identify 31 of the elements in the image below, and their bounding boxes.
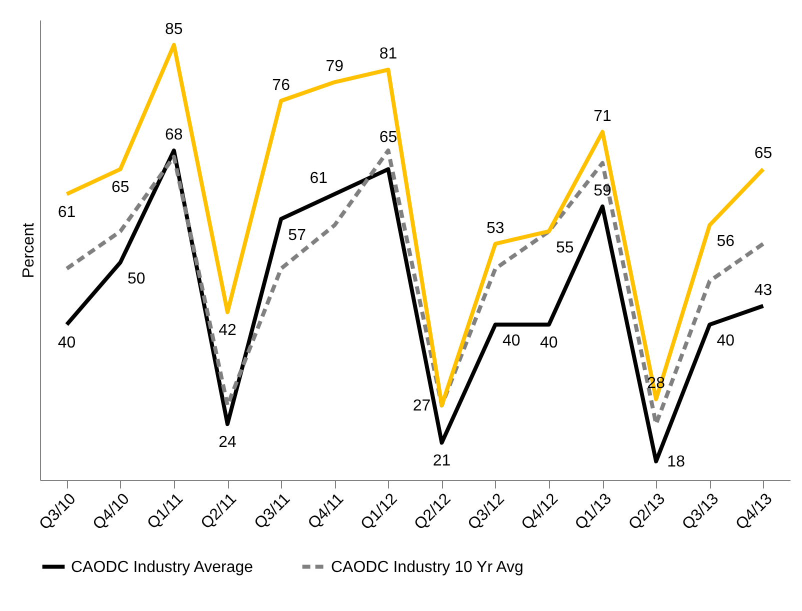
data-label: 76 xyxy=(272,76,290,94)
data-label: 85 xyxy=(165,20,183,38)
data-label: 43 xyxy=(754,282,772,299)
data-label: 81 xyxy=(379,46,398,63)
data-label: 24 xyxy=(218,434,236,452)
data-label: 28 xyxy=(647,375,666,392)
data-label: 56 xyxy=(716,233,735,250)
data-label: 65 xyxy=(379,129,398,146)
data-label: 55 xyxy=(556,239,574,256)
data-label: 21 xyxy=(432,452,451,470)
data-label: 40 xyxy=(58,334,76,352)
data-label: 65 xyxy=(111,179,130,196)
data-label: 40 xyxy=(540,334,558,352)
data-label: 59 xyxy=(594,182,612,200)
data-label: 40 xyxy=(716,332,735,350)
data-label: 61 xyxy=(58,204,76,222)
data-label: 42 xyxy=(218,322,236,340)
data-label: 61 xyxy=(310,170,328,188)
y-axis-title: Percent xyxy=(20,222,38,278)
data-label: 79 xyxy=(326,58,344,76)
data-label: 50 xyxy=(127,270,146,288)
legend-label: CAODC Industry 10 Yr Avg xyxy=(331,558,524,576)
data-label: 57 xyxy=(288,226,306,244)
data-label: 53 xyxy=(486,220,504,237)
data-label: 68 xyxy=(165,126,183,144)
data-label: 18 xyxy=(667,453,686,470)
data-label: 71 xyxy=(594,108,612,125)
data-label: 40 xyxy=(502,332,520,350)
data-label: 27 xyxy=(412,397,431,414)
legend-label: CAODC Industry Average xyxy=(71,558,254,576)
data-label: 65 xyxy=(754,145,772,162)
